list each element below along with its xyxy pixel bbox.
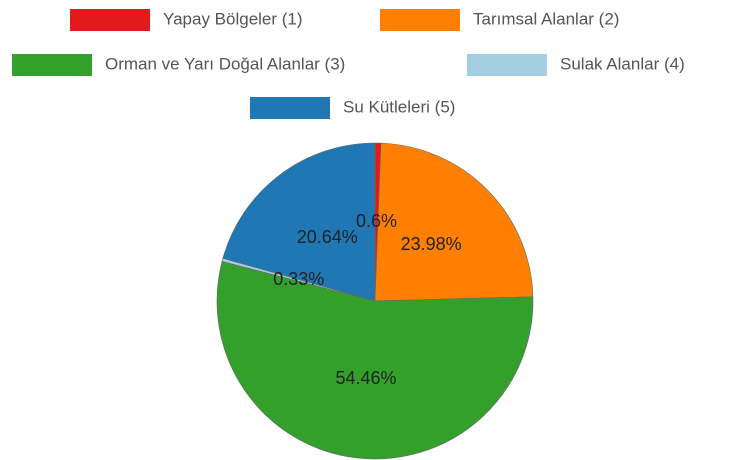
slice-label: 0.6% [356,211,397,231]
legend-swatch [250,97,330,119]
slice-label: 23.98% [401,234,462,254]
legend-swatch [380,9,460,31]
legend-label: Tarımsal Alanlar (2) [473,9,619,28]
legend-label: Su Kütleleri (5) [343,97,455,116]
legend-label: Sulak Alanlar (4) [560,54,685,73]
pie-slice [216,261,534,460]
slice-label: 20.64% [297,227,358,247]
legend-swatch [12,54,92,76]
slice-label: 0.33% [273,269,324,289]
slice-label: 54.46% [336,368,397,388]
pie-slice [374,142,534,302]
legend-label: Yapay Bölgeler (1) [163,9,303,28]
legend-label: Orman ve Yarı Doğal Alanlar (3) [105,54,345,73]
legend-swatch [467,54,547,76]
legend-swatch [70,9,150,31]
pie-slice [222,142,376,302]
